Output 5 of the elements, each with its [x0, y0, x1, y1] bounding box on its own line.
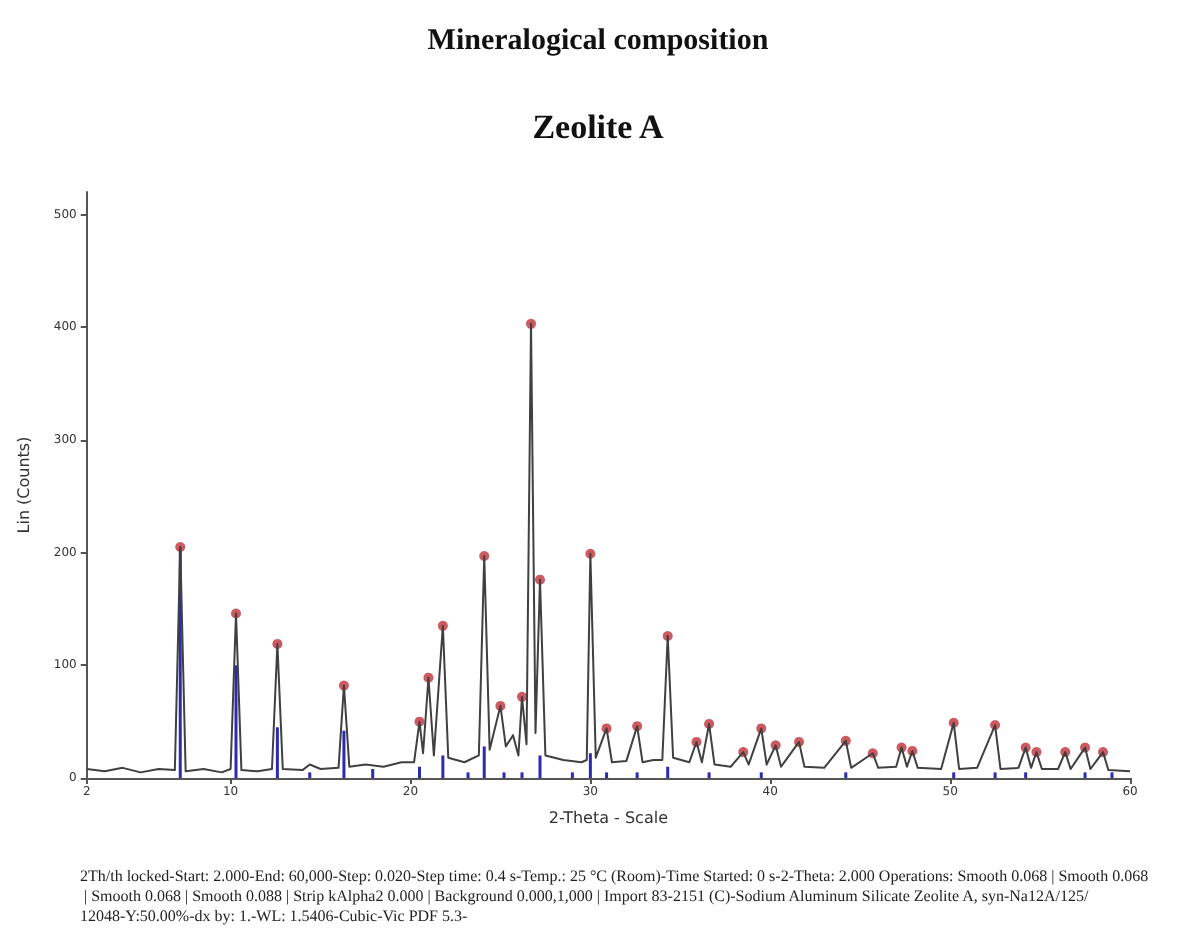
y-axis-title: Lin (Counts): [15, 436, 33, 534]
text: 2Th/th locked-Start: 2.000-End: 60,000-Step: 0.020-Step time: 0.4 s-Temp.: 25 °C (Room)-Time Started: 0 s-2-Theta: 2.000 Operations: Smooth 0.068 | Smooth 0.068 | Smooth 0.068 | Smooth 0.088 | Strip kAlpha2 0.000 | Background 0.000,1,000 | Import 83-2151 (C)-Sodium Aluminum Silicate Zeolite A, syn-Na12A/125/12048-Y:50.00%-dx by: 1.-WL: 1.5406-Cubic-Vic PDF 5.3-: [80, 867, 1149, 925]
x-axis-title: 2-Theta - Scale: [548, 809, 669, 827]
chart-title: Mineralogical composition: [427, 25, 770, 57]
chart-subtitle: Zeolite A: [532, 108, 666, 146]
